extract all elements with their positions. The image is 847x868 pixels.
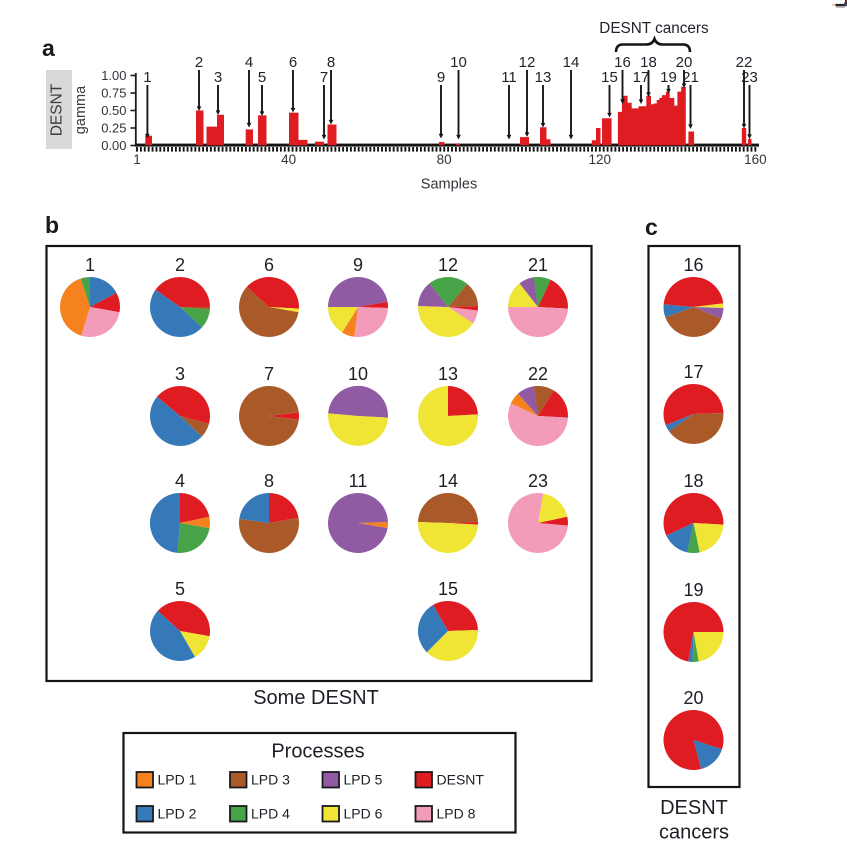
svg-text:5: 5 bbox=[258, 69, 266, 86]
svg-text:23: 23 bbox=[528, 471, 548, 491]
svg-text:15: 15 bbox=[601, 69, 618, 86]
svg-text:0.00: 0.00 bbox=[101, 138, 126, 153]
svg-text:LPD 2: LPD 2 bbox=[158, 806, 197, 822]
svg-text:DESNT: DESNT bbox=[49, 83, 66, 136]
svg-text:8: 8 bbox=[327, 54, 335, 71]
svg-text:1: 1 bbox=[85, 255, 95, 275]
svg-text:19: 19 bbox=[660, 69, 677, 86]
svg-text:6: 6 bbox=[264, 255, 274, 275]
svg-text:0.75: 0.75 bbox=[101, 86, 126, 101]
svg-text:160: 160 bbox=[744, 152, 767, 167]
svg-text:9: 9 bbox=[437, 69, 445, 86]
svg-text:3: 3 bbox=[214, 69, 222, 86]
svg-text:17: 17 bbox=[633, 69, 650, 86]
svg-text:17: 17 bbox=[683, 362, 703, 382]
svg-text:LPD 6: LPD 6 bbox=[344, 806, 383, 822]
svg-text:DESNT: DESNT bbox=[660, 797, 728, 819]
svg-text:c: c bbox=[645, 214, 658, 240]
svg-text:22: 22 bbox=[736, 54, 753, 71]
svg-text:13: 13 bbox=[535, 69, 552, 86]
svg-text:20: 20 bbox=[676, 54, 693, 71]
svg-text:LPD 1: LPD 1 bbox=[158, 772, 197, 788]
svg-text:LPD 3: LPD 3 bbox=[251, 772, 290, 788]
svg-text:LPD 8: LPD 8 bbox=[437, 806, 476, 822]
svg-text:6: 6 bbox=[289, 54, 297, 71]
svg-text:40: 40 bbox=[281, 152, 296, 167]
svg-text:12: 12 bbox=[438, 255, 458, 275]
svg-text:LPD 5: LPD 5 bbox=[344, 772, 383, 788]
svg-text:14: 14 bbox=[563, 54, 580, 71]
svg-text:2: 2 bbox=[175, 255, 185, 275]
svg-text:0.25: 0.25 bbox=[101, 121, 126, 136]
svg-text:120: 120 bbox=[589, 152, 612, 167]
svg-text:gamma: gamma bbox=[73, 85, 89, 134]
svg-text:a: a bbox=[42, 35, 55, 61]
svg-text:LPD 4: LPD 4 bbox=[251, 806, 290, 822]
svg-text:80: 80 bbox=[437, 152, 452, 167]
svg-text:2: 2 bbox=[195, 54, 203, 71]
svg-text:18: 18 bbox=[640, 54, 657, 71]
svg-text:23: 23 bbox=[741, 69, 758, 86]
svg-text:9: 9 bbox=[353, 255, 363, 275]
svg-text:5: 5 bbox=[175, 579, 185, 599]
svg-text:7: 7 bbox=[320, 69, 328, 86]
svg-text:Some DESNT: Some DESNT bbox=[253, 687, 379, 709]
svg-text:21: 21 bbox=[682, 69, 699, 86]
svg-text:1.00: 1.00 bbox=[101, 68, 126, 83]
svg-text:3: 3 bbox=[175, 364, 185, 384]
svg-text:7: 7 bbox=[264, 364, 274, 384]
svg-text:DESNT: DESNT bbox=[437, 772, 485, 788]
svg-text:15: 15 bbox=[438, 579, 458, 599]
svg-text:16: 16 bbox=[614, 54, 631, 71]
svg-text:19: 19 bbox=[683, 580, 703, 600]
svg-text:DESNT cancers: DESNT cancers bbox=[599, 20, 709, 37]
svg-text:8: 8 bbox=[264, 471, 274, 491]
svg-text:18: 18 bbox=[683, 471, 703, 491]
svg-text:Samples: Samples bbox=[421, 177, 477, 193]
svg-text:4: 4 bbox=[175, 471, 185, 491]
svg-text:10: 10 bbox=[348, 364, 368, 384]
svg-text:20: 20 bbox=[683, 688, 703, 708]
svg-text:0.50: 0.50 bbox=[101, 103, 126, 118]
svg-text:4: 4 bbox=[245, 54, 253, 71]
svg-text:1: 1 bbox=[143, 69, 151, 86]
svg-text:14: 14 bbox=[438, 471, 458, 491]
svg-text:21: 21 bbox=[528, 255, 548, 275]
svg-text:Processes: Processes bbox=[271, 741, 364, 763]
svg-text:13: 13 bbox=[438, 364, 458, 384]
svg-text:1: 1 bbox=[133, 152, 141, 167]
svg-text:16: 16 bbox=[683, 255, 703, 275]
svg-text:11: 11 bbox=[349, 471, 368, 491]
svg-text:10: 10 bbox=[450, 54, 467, 71]
svg-text:b: b bbox=[45, 212, 59, 238]
svg-text:cancers: cancers bbox=[659, 822, 729, 844]
svg-text:22: 22 bbox=[528, 364, 548, 384]
svg-text:11: 11 bbox=[501, 69, 517, 86]
svg-text:12: 12 bbox=[519, 54, 536, 71]
